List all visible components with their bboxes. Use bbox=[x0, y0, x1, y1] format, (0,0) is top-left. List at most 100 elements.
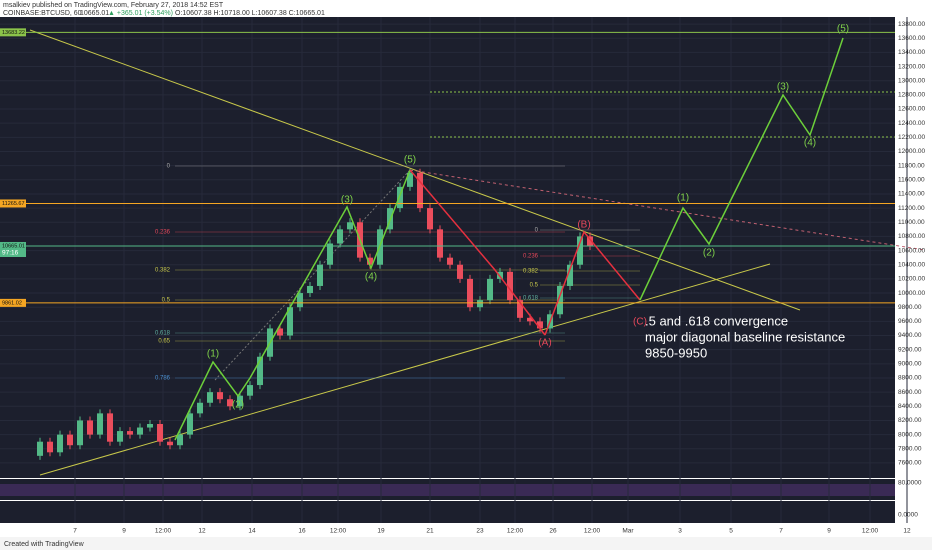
x-tick-label: 5 bbox=[729, 528, 733, 535]
osc-pane bbox=[0, 501, 895, 523]
y-tick-label: 8600.00 bbox=[898, 389, 922, 396]
countdown-tag bbox=[0, 249, 26, 257]
x-tick-label: 23 bbox=[476, 528, 484, 535]
price-tag-label: 13683.22 bbox=[2, 30, 25, 36]
y-tick-label: 12000.00 bbox=[898, 148, 925, 155]
candle-body bbox=[537, 321, 543, 329]
x-tick-label: 12:00 bbox=[155, 528, 172, 535]
main-pane bbox=[0, 17, 895, 478]
candle-body bbox=[77, 420, 83, 446]
y-tick-label: 13600.00 bbox=[898, 35, 925, 42]
candle-body bbox=[417, 172, 423, 209]
x-tick-label: 26 bbox=[549, 528, 557, 535]
x-tick-label: 12:00 bbox=[862, 528, 879, 535]
publisher: msalkiev published on TradingView.com, F… bbox=[3, 2, 224, 9]
price-tag-label: 11265.67 bbox=[2, 201, 25, 207]
candle-body bbox=[467, 278, 473, 308]
x-tick-label: Mar bbox=[622, 528, 634, 535]
y-tick-label: 11000.00 bbox=[898, 219, 925, 226]
wave-label: (2) bbox=[703, 248, 715, 259]
wave-label: (A) bbox=[538, 338, 551, 349]
annotation: .5 and .618 convergence major diagonal b… bbox=[645, 313, 845, 360]
upper-trendline bbox=[29, 29, 801, 311]
y-tick-label: 9600.00 bbox=[898, 318, 922, 325]
candle-body bbox=[317, 264, 323, 286]
fib-label: 0.382 bbox=[523, 269, 539, 275]
y-tick-label: 9000.00 bbox=[898, 361, 922, 368]
wave-bc bbox=[544, 230, 641, 336]
candle-body bbox=[217, 392, 223, 400]
price-tag bbox=[0, 199, 26, 208]
y-tick-label: 10600.00 bbox=[898, 247, 925, 254]
wave-label: (C) bbox=[633, 317, 647, 328]
candle-body bbox=[87, 420, 93, 435]
fib-label: 0.5 bbox=[530, 283, 539, 289]
footer-bar bbox=[0, 537, 932, 550]
last-price: 10665.01 bbox=[80, 10, 109, 17]
symbol: COINBASE:BTCUSD, 60 bbox=[3, 10, 82, 17]
fib-label: 0.236 bbox=[155, 230, 171, 236]
candle-body bbox=[367, 257, 373, 265]
y-tick-label: 13000.00 bbox=[898, 77, 925, 84]
fib-label: 0.65 bbox=[158, 339, 170, 345]
candle-body bbox=[137, 427, 143, 435]
annotation-line: 9850-9950 bbox=[645, 345, 707, 360]
x-tick-label: 9 bbox=[827, 528, 831, 535]
fib-label: 0.618 bbox=[155, 331, 171, 337]
y-tick-label: 12600.00 bbox=[898, 106, 925, 113]
candle-body bbox=[397, 186, 403, 209]
x-tick-label: 14 bbox=[248, 528, 256, 535]
candle-body bbox=[337, 229, 343, 244]
price-tag-label: 9861.02 bbox=[2, 300, 22, 306]
y-tick-label: 8800.00 bbox=[898, 375, 922, 382]
y-tick-label: 10000.00 bbox=[898, 290, 925, 297]
y-tick-label: 12400.00 bbox=[898, 120, 925, 127]
y-tick-label: 7600.00 bbox=[898, 460, 922, 467]
y-tick-label: 11600.00 bbox=[898, 177, 925, 184]
candle-body bbox=[117, 431, 123, 442]
candle-body bbox=[207, 392, 213, 403]
impulse-wave bbox=[174, 169, 411, 441]
candle-body bbox=[197, 402, 203, 414]
candle-body bbox=[347, 222, 353, 230]
fib-label: 0.5 bbox=[162, 298, 171, 304]
y-tick-label: 11200.00 bbox=[898, 205, 925, 212]
trend-lines bbox=[29, 29, 926, 476]
fib-label: 0 bbox=[167, 164, 171, 170]
osc-tick: 0.0000 bbox=[898, 512, 918, 519]
x-tick-label: 19 bbox=[377, 528, 385, 535]
projection-wave bbox=[639, 37, 844, 301]
y-tick-label: 9400.00 bbox=[898, 332, 922, 339]
wave-label: (4) bbox=[804, 138, 816, 149]
wave-label: (1) bbox=[677, 193, 689, 204]
rsi-band bbox=[0, 484, 895, 496]
candle-body bbox=[307, 285, 313, 294]
x-tick-label: 7 bbox=[779, 528, 783, 535]
candle-body bbox=[67, 434, 73, 446]
footer: Created with TradingView bbox=[4, 541, 85, 548]
candle-body bbox=[187, 413, 193, 435]
candle-body bbox=[517, 300, 523, 318]
fib-label: 0.236 bbox=[523, 254, 539, 260]
y-tick-label: 11400.00 bbox=[898, 191, 925, 198]
wave-labels: (1) (2) (3) (4) (5) (A) (B) (C) (1) (2) … bbox=[207, 24, 849, 411]
y-tick-label: 7800.00 bbox=[898, 445, 922, 452]
y-tick-label: 13800.00 bbox=[898, 21, 925, 28]
candle-body bbox=[427, 208, 433, 230]
fib-label: 0.786 bbox=[155, 376, 171, 382]
y-tick-label: 13200.00 bbox=[898, 63, 925, 70]
y-tick-label: 8000.00 bbox=[898, 431, 922, 438]
candle-body bbox=[57, 434, 63, 453]
x-tick-label: 12 bbox=[903, 528, 911, 535]
x-tick-label: 12:00 bbox=[507, 528, 524, 535]
candle-body bbox=[447, 257, 453, 265]
candle-body bbox=[37, 441, 43, 456]
wave-label: (5) bbox=[404, 155, 416, 166]
y-tick-label: 13400.00 bbox=[898, 49, 925, 56]
fib-label: 0.382 bbox=[155, 268, 171, 274]
candle-body bbox=[507, 271, 513, 301]
y-tick-label: 9200.00 bbox=[898, 346, 922, 353]
y-tick-label: 12200.00 bbox=[898, 134, 925, 141]
wave-label: (3) bbox=[777, 82, 789, 93]
y-tick-label: 8200.00 bbox=[898, 417, 922, 424]
